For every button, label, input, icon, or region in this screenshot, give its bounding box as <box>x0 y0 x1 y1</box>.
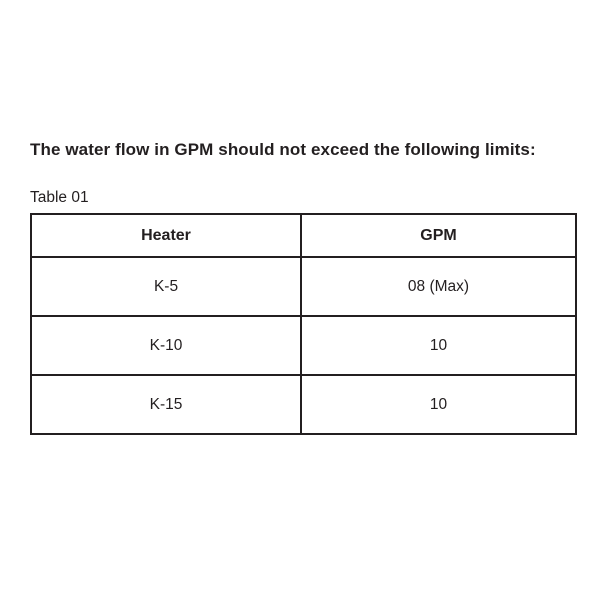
cell-heater: K-5 <box>30 256 302 317</box>
page-heading: The water flow in GPM should not exceed … <box>30 140 536 159</box>
column-header-gpm: GPM <box>300 213 577 258</box>
cell-gpm: 10 <box>300 315 577 376</box>
water-flow-table: Heater GPM K-5 08 (Max) K-10 10 K-15 10 <box>30 213 577 435</box>
table-row: K-10 10 <box>30 315 577 376</box>
cell-heater: K-10 <box>30 315 302 376</box>
table-row: K-5 08 (Max) <box>30 256 577 317</box>
cell-gpm: 08 (Max) <box>300 256 577 317</box>
column-header-heater: Heater <box>30 213 302 258</box>
cell-gpm: 10 <box>300 374 577 435</box>
table-caption: Table 01 <box>30 189 89 206</box>
table-header-row: Heater GPM <box>30 213 577 258</box>
table-row: K-15 10 <box>30 374 577 435</box>
cell-heater: K-15 <box>30 374 302 435</box>
